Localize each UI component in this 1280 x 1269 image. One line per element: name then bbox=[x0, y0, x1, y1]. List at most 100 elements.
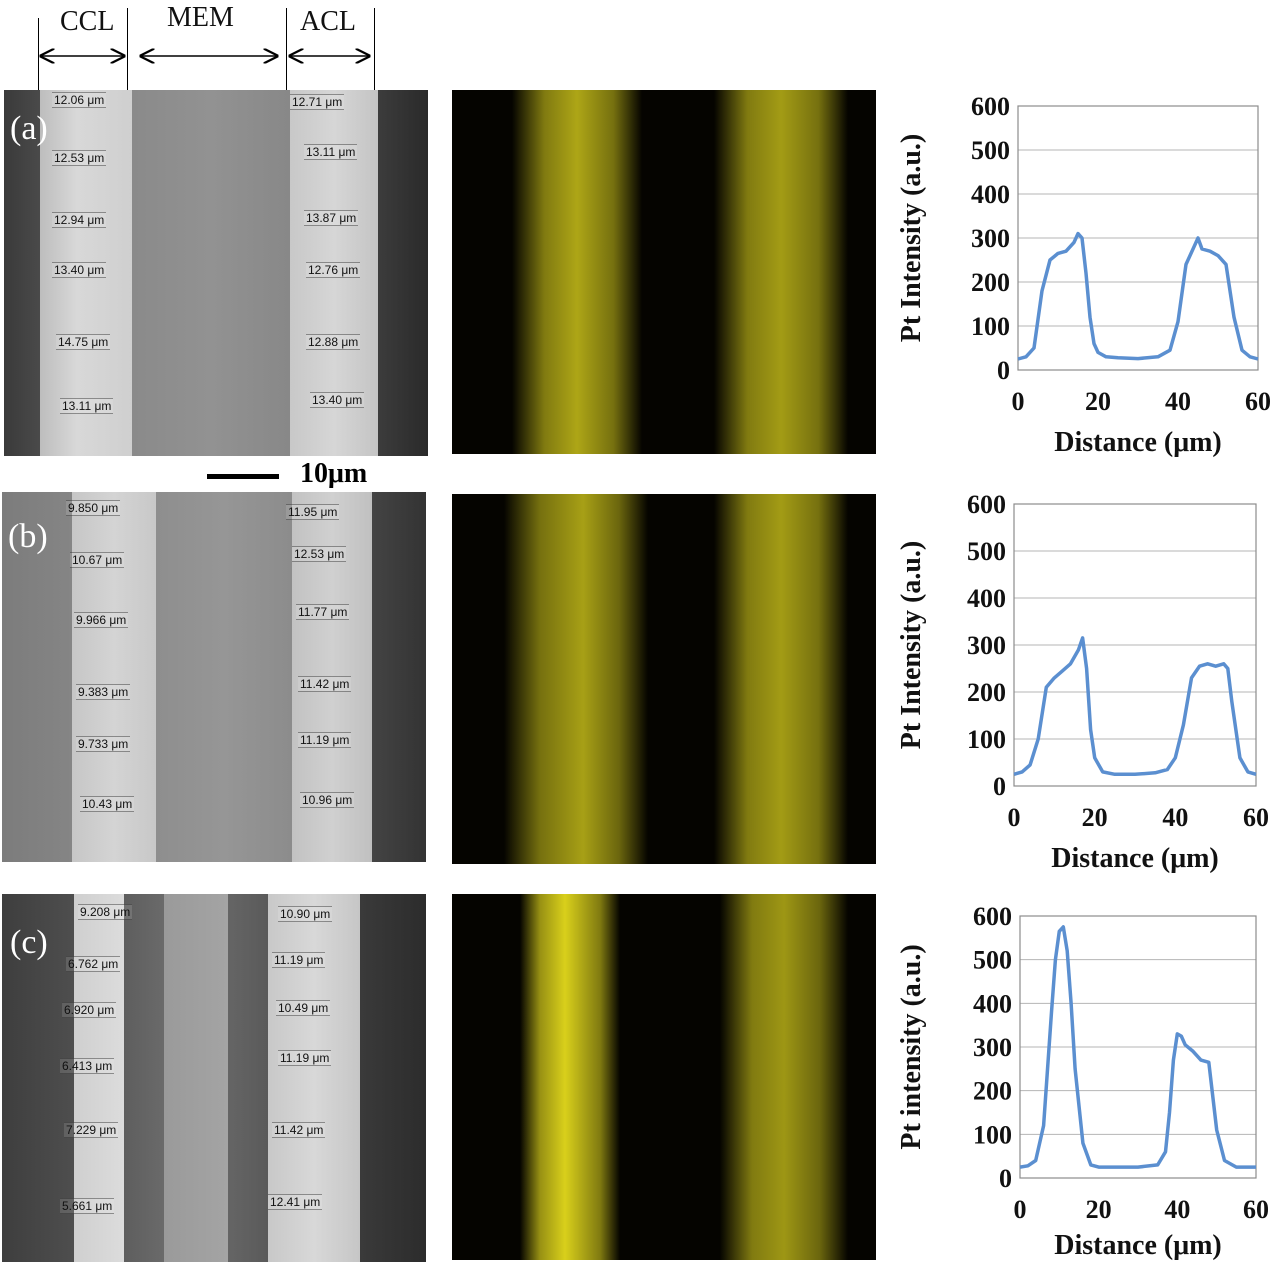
y-tick-label: 0 bbox=[999, 1164, 1012, 1193]
pt-intensity-line bbox=[1017, 231, 1259, 361]
ccl-measurement: 10.43 μm bbox=[80, 796, 135, 812]
ccl-right-line bbox=[127, 8, 128, 102]
ccl-measurement: 9.733 μm bbox=[76, 736, 131, 752]
pt-profile-chart-a: 0 100 200 300 400 500 600 0 20 40 60 Distance (μm) P… bbox=[896, 92, 1271, 458]
ccl-label: CCL bbox=[60, 6, 115, 37]
acl-measurement: 11.42 μm bbox=[272, 1122, 326, 1138]
ccl-measurement: 5.661 μm bbox=[60, 1198, 115, 1214]
y-tick-label: 0 bbox=[997, 356, 1010, 385]
y-axis-title: Pt intensity (a.u.) bbox=[896, 944, 927, 1149]
plot-area bbox=[1019, 915, 1257, 1179]
scale-bar-label: 10μm bbox=[300, 458, 368, 489]
y-tick-label: 400 bbox=[973, 989, 1012, 1018]
ccl-measurement: 13.40 μm bbox=[52, 262, 107, 278]
acl-measurement: 13.87 μm bbox=[304, 210, 359, 226]
ccl-measurement: 9.383 μm bbox=[76, 684, 131, 700]
acl-measurement: 11.19 μm bbox=[298, 732, 352, 748]
y-tick-label: 100 bbox=[973, 1120, 1012, 1149]
x-tick-label: 40 bbox=[1164, 1195, 1190, 1224]
sem-image-a: (a) 12.06 μm 12.53 μm 12.94 μm 13.40 μm … bbox=[4, 90, 428, 456]
mem-right-line bbox=[286, 8, 287, 102]
ccl-measurement: 14.75 μm bbox=[56, 334, 111, 350]
x-tick-label: 0 bbox=[1012, 387, 1025, 416]
x-axis-title: Distance (μm) bbox=[1054, 1230, 1222, 1261]
y-tick-label: 300 bbox=[967, 631, 1006, 660]
y-tick-label: 500 bbox=[973, 946, 1012, 975]
y-tick-label: 600 bbox=[971, 92, 1010, 121]
acl-measurement: 10.49 μm bbox=[276, 1000, 331, 1016]
x-tick-label: 40 bbox=[1165, 387, 1191, 416]
acl-measurement: 11.77 μm bbox=[296, 604, 350, 620]
y-tick-label: 500 bbox=[967, 537, 1006, 566]
x-tick-label: 20 bbox=[1082, 803, 1108, 832]
sem-image-b: (b) 9.850 μm 10.67 μm 9.966 μm 9.383 μm … bbox=[2, 492, 426, 862]
acl-measurement: 12.71 μm bbox=[290, 94, 345, 110]
ccl-measurement: 9.850 μm bbox=[66, 500, 121, 516]
acl-measurement: 11.42 μm bbox=[298, 676, 352, 692]
pt-profile-chart-b: 0 100 200 300 400 500 600 0 20 40 60 Distance (μm) P… bbox=[896, 492, 1269, 874]
panel-label-b: (b) bbox=[8, 518, 48, 555]
eds-map-c bbox=[452, 894, 876, 1260]
eds-map-b bbox=[452, 494, 876, 864]
pt-intensity-line bbox=[1019, 925, 1256, 1169]
mem-label: MEM bbox=[167, 2, 234, 33]
x-tick-label: 20 bbox=[1085, 387, 1111, 416]
acl-measurement: 12.88 μm bbox=[306, 334, 361, 350]
y-tick-label: 200 bbox=[971, 268, 1010, 297]
x-tick-label: 0 bbox=[1014, 1195, 1027, 1224]
y-tick-label: 400 bbox=[971, 180, 1010, 209]
acl-measurement: 12.53 μm bbox=[292, 546, 347, 562]
ccl-measurement: 6.762 μm bbox=[66, 956, 121, 972]
y-tick-label: 500 bbox=[971, 136, 1010, 165]
acl-measurement: 10.96 μm bbox=[300, 792, 355, 808]
x-tick-label: 40 bbox=[1162, 803, 1188, 832]
x-axis-title: Distance (μm) bbox=[1051, 843, 1219, 874]
y-tick-label: 300 bbox=[971, 224, 1010, 253]
ccl-measurement: 6.413 μm bbox=[60, 1058, 115, 1074]
ccl-measurement: 7.229 μm bbox=[64, 1122, 119, 1138]
acl-measurement: 12.41 μm bbox=[268, 1194, 323, 1210]
y-tick-label: 100 bbox=[971, 312, 1010, 341]
panel-label-a: (a) bbox=[10, 110, 48, 147]
y-tick-label: 600 bbox=[973, 902, 1012, 931]
sem-image-c: (c) 9.208 μm 6.762 μm 6.920 μm 6.413 μm … bbox=[2, 894, 426, 1262]
y-tick-label: 200 bbox=[967, 678, 1006, 707]
x-tick-label: 60 bbox=[1245, 387, 1271, 416]
scale-bar bbox=[207, 474, 279, 479]
y-tick-label: 300 bbox=[973, 1033, 1012, 1062]
y-tick-label: 0 bbox=[993, 772, 1006, 801]
acl-measurement: 11.19 μm bbox=[278, 1050, 332, 1066]
acl-measurement: 11.19 μm bbox=[272, 952, 326, 968]
header: CCL MEM ACL bbox=[0, 0, 440, 102]
ccl-measurement: 12.53 μm bbox=[52, 150, 107, 166]
ccl-measurement: 13.11 μm bbox=[60, 398, 114, 414]
y-tick-label: 100 bbox=[967, 725, 1006, 754]
acl-right-line bbox=[374, 8, 375, 102]
y-axis-title: Pt Intensity (a.u.) bbox=[896, 134, 927, 342]
ccl-measurement: 6.920 μm bbox=[62, 1002, 117, 1018]
x-tick-label: 60 bbox=[1243, 803, 1269, 832]
panel-label-c: (c) bbox=[10, 924, 48, 961]
plot-area bbox=[1013, 503, 1257, 787]
ccl-measurement: 9.208 μm bbox=[78, 904, 133, 920]
y-tick-label: 400 bbox=[967, 584, 1006, 613]
acl-measurement: 13.40 μm bbox=[310, 392, 365, 408]
plot-area bbox=[1017, 105, 1259, 371]
acl-measurement: 12.76 μm bbox=[306, 262, 361, 278]
eds-map-a bbox=[452, 90, 876, 454]
ccl-measurement: 12.06 μm bbox=[52, 92, 107, 108]
acl-label: ACL bbox=[300, 6, 356, 37]
ccl-left-line bbox=[38, 18, 39, 102]
header-arrows bbox=[0, 0, 440, 90]
acl-measurement: 11.95 μm bbox=[286, 504, 340, 520]
y-axis-title: Pt Intensity (a.u.) bbox=[896, 541, 927, 749]
acl-measurement: 10.90 μm bbox=[278, 906, 333, 922]
acl-measurement: 13.11 μm bbox=[304, 144, 358, 160]
x-tick-label: 0 bbox=[1008, 803, 1021, 832]
pt-profile-chart-c: 0 100 200 300 400 500 600 0 20 40 60 Distance (μm) P… bbox=[896, 902, 1269, 1261]
ccl-measurement: 12.94 μm bbox=[52, 212, 107, 228]
y-tick-label: 200 bbox=[973, 1077, 1012, 1106]
x-axis-title: Distance (μm) bbox=[1054, 427, 1222, 458]
pt-intensity-line bbox=[1013, 636, 1257, 777]
y-tick-label: 600 bbox=[967, 492, 1006, 519]
